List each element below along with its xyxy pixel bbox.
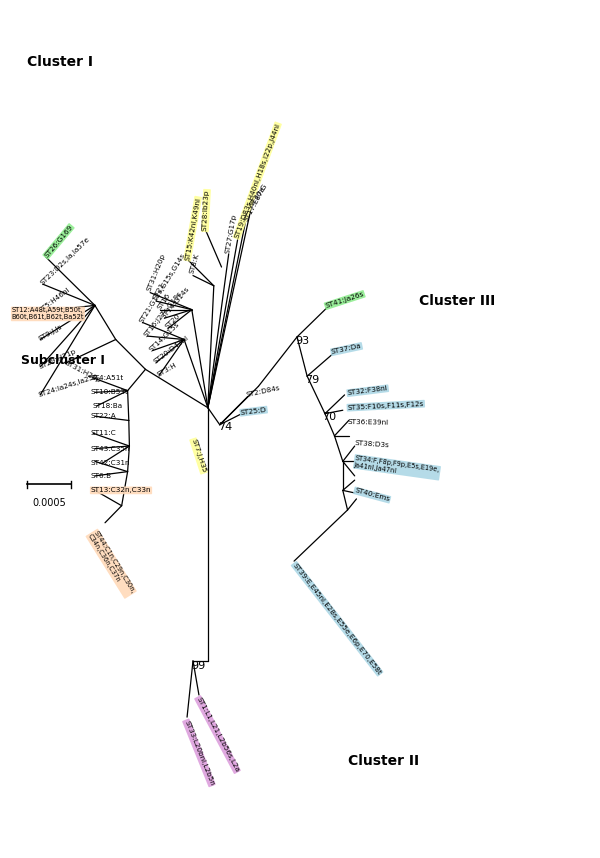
Text: ST37:Da: ST37:Da — [331, 343, 362, 355]
Text: ST11:C: ST11:C — [91, 430, 116, 436]
Text: ST9:J,Js: ST9:J,Js — [38, 323, 64, 342]
Text: Cluster II: Cluster II — [347, 754, 419, 769]
Text: ST6:B: ST6:B — [91, 473, 112, 479]
Text: ST4:A51t: ST4:A51t — [91, 375, 124, 381]
Text: ST35:F10s,F11s,F12s: ST35:F10s,F11s,F12s — [347, 401, 424, 411]
Text: 93: 93 — [295, 336, 310, 346]
Text: ST14:G14s: ST14:G14s — [161, 285, 191, 319]
Text: ST29:H21p: ST29:H21p — [38, 347, 77, 370]
Text: ST28:Ib23p: ST28:Ib23p — [202, 190, 210, 232]
Text: ST25:D: ST25:D — [240, 407, 267, 416]
Text: 0.0005: 0.0005 — [32, 498, 66, 508]
Text: ST30:G: ST30:G — [249, 183, 269, 208]
Text: ST1:L1,L21,L2b56s,L2a: ST1:L1,L21,L2b56s,L2a — [195, 696, 240, 773]
Text: ST16:J27s,G19s: ST16:J27s,G19s — [143, 290, 184, 338]
Text: ST32:F38nl: ST32:F38nl — [347, 385, 388, 396]
Text: ST39:E,E45nl,E28s,E55e,E6p,E70,E58t: ST39:E,E45nl,E28s,E55e,E6p,E70,E58t — [292, 562, 382, 675]
Text: ST33:L20bnl,L2b5n: ST33:L20bnl,L2b5n — [183, 719, 215, 786]
Text: ST41:Ja26s: ST41:Ja26s — [325, 291, 365, 309]
Text: ST18:Ba: ST18:Ba — [92, 403, 122, 409]
Text: ST8:K: ST8:K — [189, 253, 200, 275]
Text: ST14:G15s: ST14:G15s — [148, 321, 181, 353]
Text: Cluster I: Cluster I — [26, 56, 92, 69]
Text: ST19:D83s,H40nl,H18s,I22p,J44nl: ST19:D83s,H40nl,H18s,I22p,J44nl — [233, 123, 281, 239]
Text: ST12:A48t,A59t,B50t,
B60t,B61t,B62t,Ba52t: ST12:A48t,A59t,B50t, B60t,B61t,B62t,Ba52… — [11, 307, 84, 320]
Text: ST16: ST16 — [157, 292, 172, 311]
Text: ST20:D43nl: ST20:D43nl — [152, 335, 190, 365]
Text: ST27:G17p: ST27:G17p — [224, 214, 238, 254]
Text: ST13:C32n,C33n: ST13:C32n,C33n — [91, 487, 151, 493]
Text: ST44:C1n,C29n,C30n,
C34n,C36n,C37n: ST44:C1n,C29n,C30n, C34n,C36n,C37n — [86, 529, 136, 598]
Text: ST24:Ia24s,Ia25s: ST24:Ia24s,Ia25s — [38, 373, 99, 398]
Text: ST31:H20p: ST31:H20p — [146, 252, 166, 292]
Text: ST38:D3s: ST38:D3s — [355, 440, 389, 449]
Text: ST15:K42nl,K49nl: ST15:K42nl,K49nl — [184, 196, 201, 261]
Text: ST40:Ems: ST40:Ems — [354, 487, 391, 503]
Text: ST17:E87e: ST17:E87e — [242, 185, 266, 222]
Text: ST21: ST21 — [152, 282, 166, 301]
Text: ST31:H20p: ST31:H20p — [64, 360, 102, 384]
Text: ST7:J,H35: ST7:J,H35 — [190, 438, 207, 474]
Text: ST26:G169: ST26:G169 — [43, 224, 74, 259]
Text: ST22:A: ST22:A — [91, 414, 116, 420]
Text: ST43:C35n: ST43:C35n — [91, 445, 130, 451]
Text: 79: 79 — [305, 375, 319, 384]
Text: 99: 99 — [191, 661, 205, 671]
Text: Subcluster I: Subcluster I — [20, 354, 104, 367]
Text: ST36:E39nl: ST36:E39nl — [347, 420, 389, 426]
Text: ST21:G12s,G15s,G14s: ST21:G12s,G15s,G14s — [138, 252, 186, 324]
Text: 70: 70 — [323, 412, 337, 422]
Text: ST5:H46nl: ST5:H46nl — [37, 287, 71, 314]
Text: ST20: ST20 — [164, 312, 181, 329]
Text: 74: 74 — [218, 422, 232, 432]
Text: ST10:B53t: ST10:B53t — [91, 390, 128, 396]
Text: ST23:D2s,Ia,Ia57e: ST23:D2s,Ia,Ia57e — [40, 236, 91, 287]
Text: ST2:D84s: ST2:D84s — [246, 384, 281, 398]
Text: ST42:C31n: ST42:C31n — [91, 460, 130, 466]
Text: ST3:H: ST3:H — [156, 362, 178, 378]
Text: ST34:F,F8p,F9p,E5s,E19e,
Ja41nl,Ja47nl: ST34:F,F8p,F9p,E5s,E19e, Ja41nl,Ja47nl — [354, 455, 440, 480]
Text: Cluster III: Cluster III — [419, 294, 495, 308]
